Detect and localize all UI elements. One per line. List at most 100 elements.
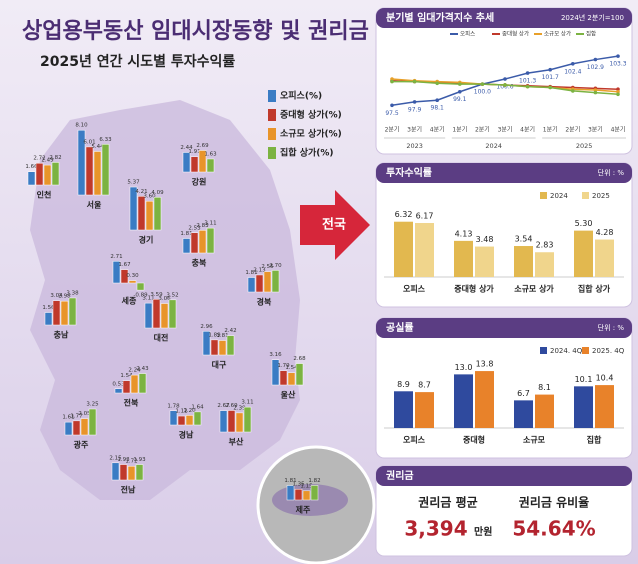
x-tick-label: 3분기 bbox=[498, 126, 513, 134]
premium-label: 권리금 유비율 bbox=[519, 495, 589, 510]
legend-label: 집합 상가(%) bbox=[280, 147, 334, 159]
data-label: 99.1 bbox=[453, 96, 467, 103]
data-label: 3.59 bbox=[150, 292, 163, 298]
data-label: 2.13 bbox=[253, 267, 266, 273]
data-label: 4.21 bbox=[135, 189, 147, 195]
data-label: 5.30 bbox=[575, 219, 593, 228]
data-label: 2.82 bbox=[49, 155, 61, 161]
data-label: 98.1 bbox=[431, 105, 445, 112]
x-tick-label: 1분기 bbox=[543, 126, 558, 134]
region-label: 서울 bbox=[87, 200, 102, 210]
region-label: 대구 bbox=[212, 360, 227, 370]
x-tick-label: 4분기 bbox=[430, 126, 445, 134]
bar bbox=[226, 335, 235, 356]
bar bbox=[136, 282, 145, 291]
bar bbox=[535, 252, 554, 277]
bar bbox=[271, 359, 280, 386]
bar bbox=[93, 151, 102, 196]
data-label: 10.4 bbox=[596, 374, 614, 383]
panel-header bbox=[376, 8, 632, 28]
bar bbox=[72, 420, 81, 436]
bar bbox=[279, 370, 288, 386]
bar bbox=[135, 464, 144, 481]
bar bbox=[295, 363, 304, 386]
arrow bbox=[300, 190, 370, 260]
data-label: 2.83 bbox=[536, 241, 554, 250]
bar bbox=[235, 412, 244, 433]
data-label: 1.15 bbox=[300, 483, 313, 489]
point bbox=[571, 61, 575, 66]
data-label: 4.09 bbox=[151, 190, 164, 196]
bar bbox=[302, 490, 311, 501]
legend-swatch bbox=[268, 90, 276, 102]
panel-header bbox=[376, 318, 632, 338]
data-label: 1.54 bbox=[120, 373, 133, 379]
x-tick-label: 오피스 bbox=[403, 284, 426, 294]
point bbox=[525, 71, 530, 75]
region-label: 전남 bbox=[121, 485, 136, 495]
data-label: 2.44 bbox=[180, 145, 193, 151]
data-label: 0.30 bbox=[126, 273, 139, 279]
region-label: 제주 bbox=[296, 505, 311, 515]
data-label: 8.10 bbox=[75, 123, 88, 129]
data-label: 2.98 bbox=[58, 294, 71, 300]
bar bbox=[43, 164, 52, 186]
data-label: 3.11 bbox=[204, 221, 216, 227]
point bbox=[435, 98, 440, 103]
data-label: 1.72 bbox=[125, 459, 137, 465]
point bbox=[593, 90, 598, 95]
legend-swatch bbox=[268, 128, 276, 140]
legend-swatch bbox=[582, 347, 589, 354]
bar bbox=[111, 462, 120, 481]
bar bbox=[193, 411, 202, 426]
bar bbox=[152, 299, 161, 329]
legend-swatch bbox=[582, 192, 589, 199]
bar bbox=[80, 418, 89, 436]
legend-label: 중대형 상가(%) bbox=[280, 109, 342, 121]
data-label: 2.72 bbox=[33, 156, 45, 162]
data-label: 2.71 bbox=[110, 254, 122, 260]
data-label: 3.04 bbox=[50, 293, 63, 299]
data-label: 1.91 bbox=[188, 149, 200, 155]
bar bbox=[202, 331, 211, 356]
x-tick-label: 집합 상가 bbox=[578, 284, 611, 294]
map bbox=[30, 100, 300, 500]
point bbox=[616, 92, 620, 97]
point bbox=[412, 79, 417, 84]
bar bbox=[130, 374, 139, 394]
data-label: 2.53 bbox=[188, 225, 201, 231]
data-label: 1.66 bbox=[25, 164, 38, 170]
x-tick-label: 집합 bbox=[587, 435, 602, 445]
data-label: 103.3 bbox=[609, 61, 626, 68]
legend-swatch bbox=[268, 147, 276, 159]
bar bbox=[122, 380, 131, 394]
panel-title: 권리금 bbox=[386, 469, 414, 482]
data-label: 1.20 bbox=[183, 408, 196, 414]
data-label: 4.28 bbox=[596, 228, 614, 237]
bar bbox=[206, 227, 215, 254]
bar bbox=[119, 464, 128, 481]
bar bbox=[60, 300, 69, 326]
bar bbox=[218, 340, 227, 356]
data-label: 3.38 bbox=[66, 290, 79, 296]
data-label: 6.01 bbox=[83, 139, 95, 145]
bar bbox=[415, 392, 434, 428]
bar bbox=[286, 485, 295, 501]
data-label: 1.81 bbox=[216, 333, 228, 339]
bar bbox=[243, 406, 252, 433]
legend-label: 오피스 bbox=[460, 30, 475, 38]
data-label: 2.15 bbox=[109, 455, 122, 461]
point bbox=[390, 79, 394, 84]
data-label: 6.7 bbox=[517, 389, 530, 398]
x-tick-label: 소규모 상가 bbox=[514, 284, 554, 294]
data-label: 10.1 bbox=[575, 375, 593, 384]
bar bbox=[168, 299, 177, 329]
bar bbox=[190, 156, 199, 173]
data-label: 2.24 bbox=[128, 368, 141, 374]
subtitle: 2025년 연간 시도별 투자수익률 bbox=[40, 53, 235, 70]
point bbox=[593, 88, 598, 92]
point bbox=[458, 89, 462, 94]
x-tick-label: 소규모 bbox=[523, 436, 546, 445]
region-label: 충남 bbox=[54, 330, 69, 340]
